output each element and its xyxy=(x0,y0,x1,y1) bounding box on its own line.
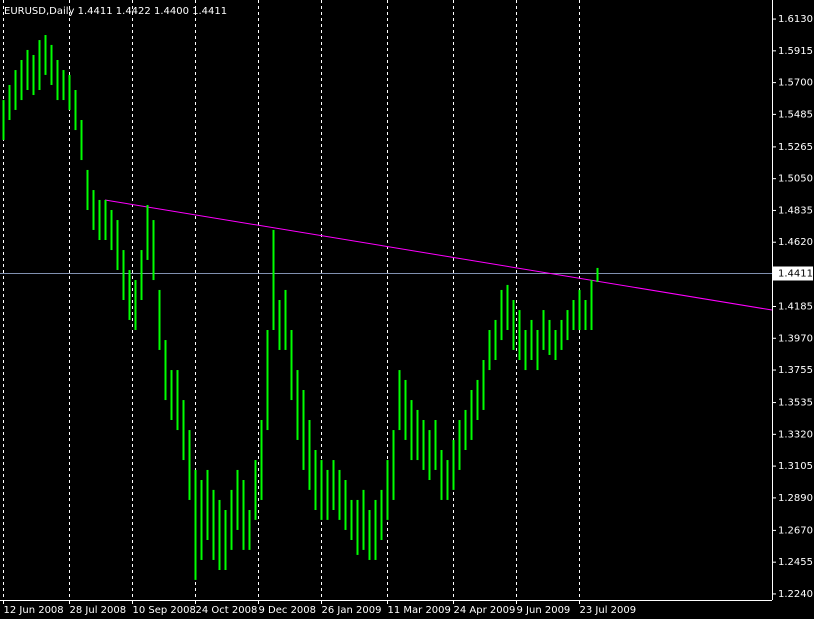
x-tick-label: 12 Jun 2008 xyxy=(4,605,64,616)
x-tick-label: 28 Jul 2008 xyxy=(70,605,127,616)
y-tick-label: 1.6130 xyxy=(778,14,813,25)
y-tick-label: 1.5700 xyxy=(778,78,813,89)
y-tick-label: 1.3970 xyxy=(778,333,813,344)
trendline xyxy=(104,199,773,311)
y-tick-label: 1.4620 xyxy=(778,237,813,248)
y-tick-label: 1.5265 xyxy=(778,142,813,153)
x-tick-label: 26 Jan 2009 xyxy=(322,605,382,616)
y-tick-label: 1.3755 xyxy=(778,365,813,376)
y-tick-label: 1.5485 xyxy=(778,109,813,120)
y-tick-label: 1.5050 xyxy=(778,174,813,185)
chart-title: EURUSD,Daily 1.4411 1.4422 1.4400 1.4411 xyxy=(4,6,227,17)
x-tick-label: 9 Dec 2008 xyxy=(259,605,317,616)
y-tick-label: 1.5915 xyxy=(778,46,813,57)
x-tick-label: 9 Jun 2009 xyxy=(517,605,571,616)
x-tick-label: 10 Sep 2008 xyxy=(133,605,196,616)
y-tick-label: 1.2890 xyxy=(778,493,813,504)
y-tick-label: 1.3535 xyxy=(778,398,813,409)
y-tick-label: 1.4185 xyxy=(778,302,813,313)
x-tick-label: 11 Mar 2009 xyxy=(388,605,451,616)
x-tick-label: 24 Oct 2008 xyxy=(196,605,258,616)
current-price-label: 1.4411 xyxy=(778,269,813,280)
y-tick-label: 1.3320 xyxy=(778,429,813,440)
x-tick-label: 24 Apr 2009 xyxy=(454,605,516,616)
y-tick-label: 1.4835 xyxy=(778,205,813,216)
y-tick-label: 1.3105 xyxy=(778,461,813,472)
x-tick-label: 23 Jul 2009 xyxy=(580,605,637,616)
y-tick-label: 1.2240 xyxy=(778,589,813,600)
current-price-box xyxy=(773,266,813,281)
y-tick-label: 1.2670 xyxy=(778,525,813,536)
y-tick-label: 1.2455 xyxy=(778,557,813,568)
